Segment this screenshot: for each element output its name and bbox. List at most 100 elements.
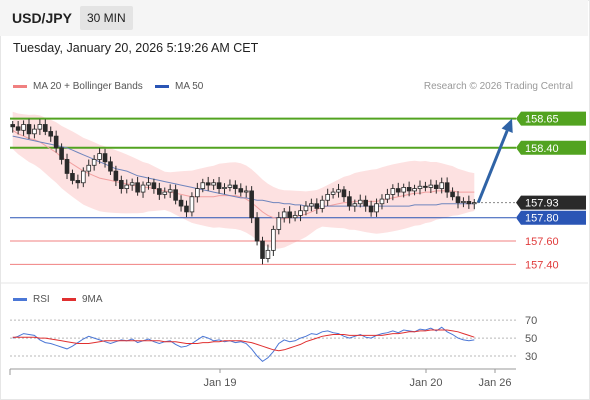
candle-up bbox=[243, 190, 249, 193]
candle-down bbox=[102, 153, 108, 163]
candle-down bbox=[135, 182, 140, 193]
legend-9ma-label: 9MA bbox=[82, 294, 103, 305]
candle-down bbox=[455, 196, 461, 203]
forecast-arrow-layer bbox=[476, 118, 513, 204]
candle-up bbox=[390, 188, 396, 195]
bollinger-band-layer bbox=[12, 111, 475, 249]
candle-down bbox=[314, 203, 320, 209]
candle-down bbox=[113, 170, 119, 181]
candle-up bbox=[271, 228, 276, 251]
candle-down bbox=[395, 188, 401, 193]
x-axis: Jan 19 Jan 20 Jan 26 bbox=[9, 368, 516, 389]
ma50-line bbox=[12, 135, 475, 207]
candle-down bbox=[178, 199, 184, 207]
candle-down bbox=[151, 182, 157, 189]
candle-up bbox=[336, 189, 341, 193]
candle-up bbox=[281, 211, 287, 219]
candle-up bbox=[200, 182, 206, 189]
candle-up bbox=[211, 182, 216, 186]
legend-rsi: RSI bbox=[13, 294, 50, 305]
candles-layer bbox=[10, 118, 477, 265]
candle-up bbox=[412, 188, 417, 192]
candle-down bbox=[184, 205, 189, 213]
candle-down bbox=[260, 240, 265, 259]
candle-down bbox=[466, 201, 472, 205]
legend-ma20-bollinger: MA 20 + Bollinger Bands bbox=[13, 81, 143, 92]
legend-9ma-swatch bbox=[62, 298, 76, 301]
rsi-9ma-line bbox=[12, 329, 475, 352]
candle-up bbox=[222, 187, 227, 189]
rsi-tick-70: 70 bbox=[525, 315, 537, 327]
candle-down bbox=[450, 191, 455, 198]
rsi-line bbox=[12, 326, 475, 363]
candle-down bbox=[157, 188, 162, 195]
candle-up bbox=[97, 153, 102, 160]
candle-up bbox=[374, 203, 379, 213]
candle-up bbox=[227, 184, 233, 188]
candle-down bbox=[108, 161, 113, 172]
candle-up bbox=[162, 191, 168, 195]
timeframe-button[interactable]: 30 MIN bbox=[80, 6, 133, 30]
candle-up bbox=[195, 188, 200, 198]
candle-up bbox=[309, 203, 314, 207]
candle-up bbox=[21, 124, 26, 131]
candle-down bbox=[173, 189, 178, 201]
candle-down bbox=[53, 135, 59, 149]
last-label-157.93: 157.93 bbox=[525, 198, 559, 210]
candle-up bbox=[81, 170, 86, 184]
legend-rsi-label: RSI bbox=[33, 294, 50, 305]
candle-down bbox=[119, 180, 124, 189]
candle-down bbox=[249, 190, 254, 219]
candle-up bbox=[37, 124, 43, 130]
candle-up bbox=[276, 217, 282, 230]
candle-down bbox=[287, 211, 292, 219]
candle-up bbox=[86, 164, 92, 172]
candle-up bbox=[91, 159, 97, 166]
candle-down bbox=[64, 159, 70, 174]
candle-up bbox=[379, 198, 385, 205]
chart-datetime: Tuesday, January 20, 2026 5:19:26 AM CET bbox=[13, 41, 259, 55]
candle-down bbox=[363, 199, 368, 207]
x-tick-label: Jan 20 bbox=[409, 377, 442, 389]
resistance-label-bg-158.40 bbox=[516, 140, 586, 155]
pivot-label-bg-157.80 bbox=[516, 210, 586, 225]
x-tick-label: Jan 26 bbox=[478, 377, 511, 389]
candle-up bbox=[124, 184, 130, 189]
candle-down bbox=[48, 131, 54, 137]
forecast-arrow-shaft bbox=[476, 130, 509, 204]
candle-down bbox=[254, 217, 260, 242]
candle-up bbox=[352, 203, 358, 207]
support-label-157.60: 157.60 bbox=[525, 236, 559, 248]
support-label-157.40: 157.40 bbox=[525, 259, 559, 271]
candle-down bbox=[347, 196, 352, 207]
candle-down bbox=[238, 188, 244, 193]
candle-up bbox=[265, 249, 271, 259]
candle-up bbox=[129, 182, 135, 186]
moving-average-layer bbox=[12, 129, 475, 220]
rsi-tick-50: 50 bbox=[525, 333, 537, 345]
candle-down bbox=[406, 187, 412, 192]
bollinger-band bbox=[12, 111, 475, 249]
x-tick-label: Jan 19 bbox=[203, 377, 236, 389]
candle-up bbox=[167, 189, 173, 193]
candle-down bbox=[216, 182, 222, 189]
candle-up bbox=[428, 184, 434, 188]
candle-up bbox=[189, 196, 195, 213]
candle-up bbox=[401, 187, 406, 193]
pivot-label-157.80: 157.80 bbox=[525, 213, 559, 225]
legend-rsi-swatch bbox=[13, 298, 27, 301]
rsi-tick-30: 30 bbox=[525, 351, 537, 363]
forecast-arrow-head bbox=[501, 118, 513, 133]
candle-down bbox=[75, 180, 81, 184]
candle-down bbox=[423, 185, 428, 188]
candle-down bbox=[10, 124, 16, 128]
candle-down bbox=[70, 173, 75, 181]
legend-9ma: 9MA bbox=[62, 294, 103, 305]
symbol-label: USD/JPY bbox=[12, 10, 72, 26]
legend-ma50: MA 50 bbox=[155, 81, 203, 92]
legend-ma50-swatch bbox=[155, 85, 169, 88]
legend-ma20-swatch bbox=[13, 85, 27, 88]
candle-up bbox=[32, 128, 37, 135]
candle-up bbox=[330, 191, 336, 195]
candle-down bbox=[15, 126, 21, 131]
